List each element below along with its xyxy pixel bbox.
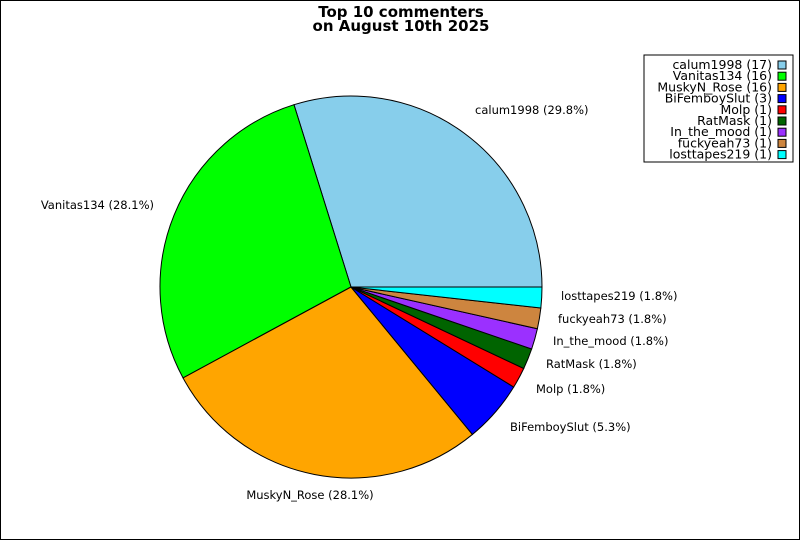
legend-label-ratmask: RatMask (1) [697,113,772,128]
legend-swatch-ratmask [777,116,787,126]
slice-label-vanitas134: Vanitas134 (28.1%) [41,198,154,212]
legend-label-in-the-mood: In_the_mood (1) [670,124,772,139]
slice-label-calum1998: calum1998 (29.8%) [475,103,588,117]
pie-slice-calum1998 [293,95,543,288]
slice-labels: calum1998 (29.8%) Vanitas134 (28.1%) Musky… [41,103,678,502]
legend-label-losttapes219: losttapes219 (1) [669,147,772,162]
pie-slice-muskyn-rose [182,286,474,479]
legend-swatch-fuckyeah73 [777,138,787,148]
slice-label-bifemboyslut: BiFemboySlut (5.3%) [510,420,631,434]
chart-title-line-1: Top 10 commenters [318,3,484,21]
legend-swatch-muskyn-rose [777,82,787,92]
slice-label-in-the-mood: In_the_mood (1.8%) [553,334,668,348]
legend-swatch-in-the-mood [777,127,787,137]
pie-slice-vanitas134 [159,104,352,379]
chart-title-line-2: on August 10th 2025 [313,17,490,35]
slice-label-molp: Molp (1.8%) [536,382,605,396]
pie-slices [159,95,543,479]
pie-slice-losttapes219 [350,286,543,309]
slice-label-muskyn-rose: MuskyN_Rose (28.1%) [246,488,373,502]
legend-label-bifemboyslut: BiFemboySlut (3) [665,91,772,106]
legend-label-fuckyeah73: fuckyeah73 (1) [678,135,772,150]
legend-label-calum1998: calum1998 (17) [672,57,772,72]
legend-swatch-molp [777,105,787,115]
legend-swatch-vanitas134 [777,71,787,81]
legend-label-vanitas134: Vanitas134 (16) [673,68,772,83]
legend-label-molp: Molp (1) [720,102,772,117]
legend-swatch-bifemboyslut [777,94,787,104]
legend-label-muskyn-rose: MuskyN_Rose (16) [657,79,772,94]
slice-label-losttapes219: losttapes219 (1.8%) [561,289,677,303]
legend: calum1998 (17)Vanitas134 (16)MuskyN_Rose… [643,54,794,163]
slice-label-fuckyeah73: fuckyeah73 (1.8%) [558,312,667,326]
legend-swatch-losttapes219 [777,150,787,160]
slice-label-ratmask: RatMask (1.8%) [546,357,637,371]
legend-swatch-calum1998 [777,60,787,70]
legend-box [643,54,794,163]
